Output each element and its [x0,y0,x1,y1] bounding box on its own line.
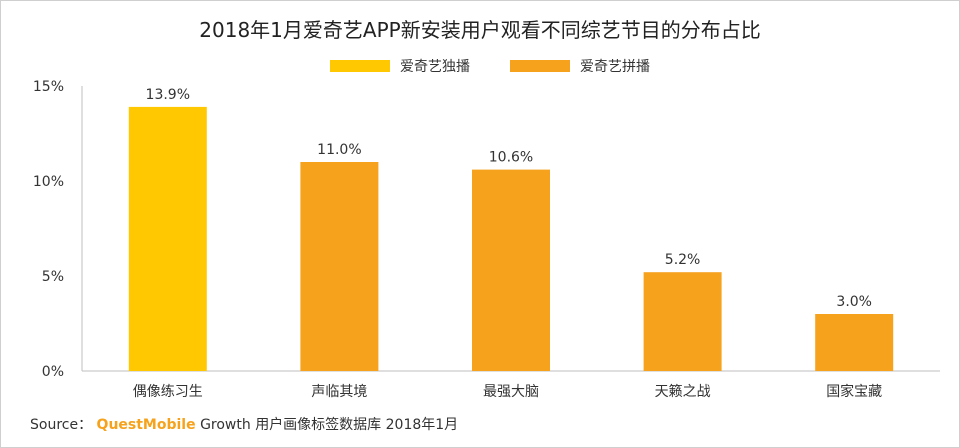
y-tick-label: 15% [33,79,64,95]
legend-swatch-shared [510,60,570,72]
x-tick-label: 最强大脑 [483,384,539,400]
x-tick-label: 天籁之战 [655,384,711,400]
legend: 爱奇艺独播 爱奇艺拼播 [0,56,960,76]
legend-item-shared: 爱奇艺拼播 [510,56,650,76]
bar [472,169,550,371]
x-tick-label: 声临其境 [311,384,367,400]
legend-label-shared: 爱奇艺拼播 [580,59,650,75]
source-brand: QuestMobile [96,417,196,433]
legend-swatch-exclusive [330,60,390,72]
data-label: 10.6% [489,150,533,166]
x-tick-label: 国家宝藏 [826,383,882,400]
bar [128,106,207,372]
bar [300,162,379,371]
y-tick-label: 0% [42,364,64,380]
legend-item-exclusive: 爱奇艺独播 [330,56,470,76]
data-label: 3.0% [836,294,872,310]
data-label: 11.0% [317,142,361,158]
bar [815,314,894,371]
y-tick-label: 5% [42,269,64,285]
source-rest: Growth 用户画像标签数据库 2018年1月 [200,417,459,433]
source-line: Source： QuestMobile Growth 用户画像标签数据库 201… [30,414,458,434]
x-tick-label: 偶像练习生 [133,384,203,400]
bar [643,272,722,371]
data-label: 13.9% [146,87,190,103]
legend-label-exclusive: 爱奇艺独播 [400,59,470,75]
chart-title: 2018年1月爱奇艺APP新安装用户观看不同综艺节目的分布占比 [199,18,761,42]
y-tick-label: 10% [33,174,64,190]
data-label: 5.2% [665,252,701,268]
source-prefix: Source： [30,417,93,433]
